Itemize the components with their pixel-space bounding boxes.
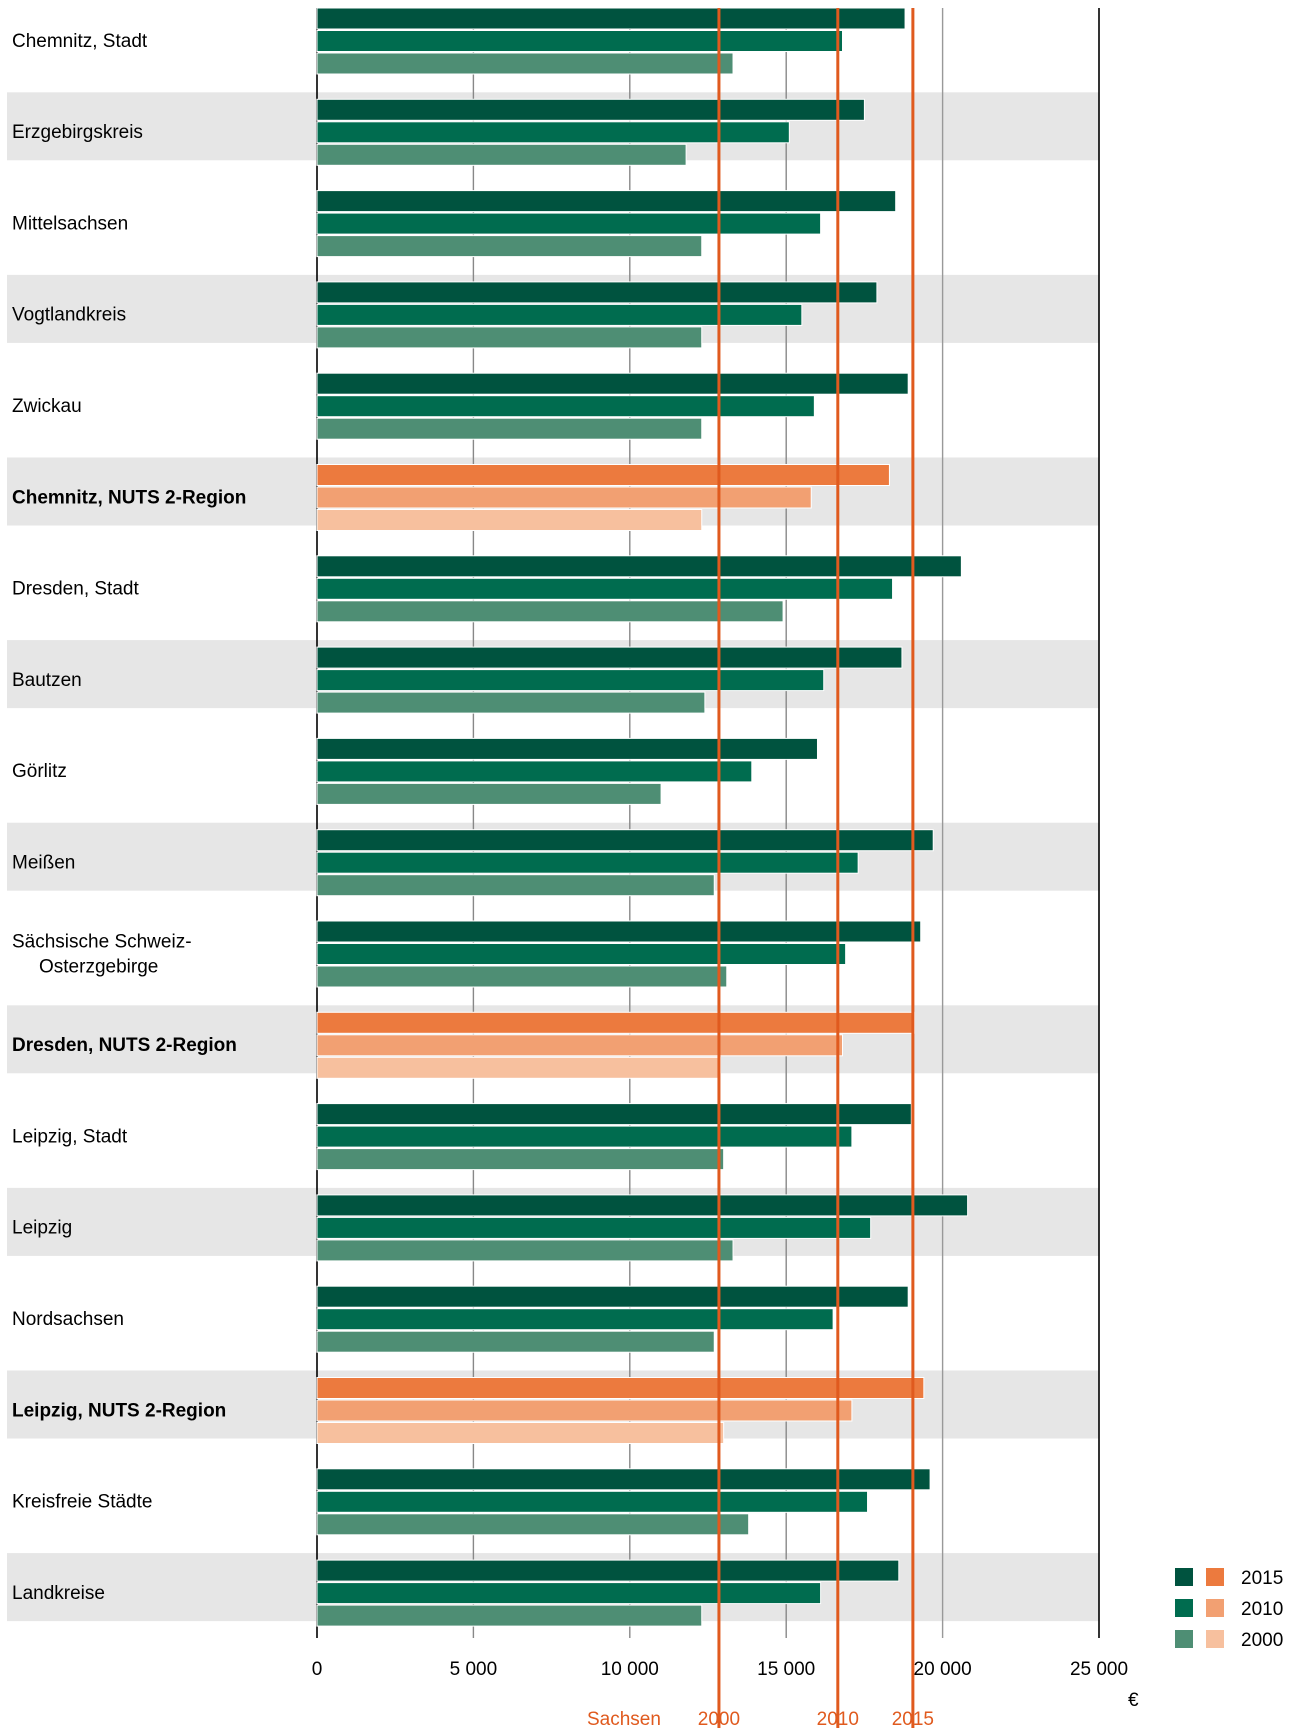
bars (316, 7, 969, 1627)
category-label: Leipzig (12, 1218, 72, 1239)
reference-label-2015: 2015 (892, 1709, 934, 1728)
legend-label: 2000 (1241, 1630, 1283, 1651)
reference-lines: 2000 2010 2015 (698, 8, 934, 1728)
bar-2000 (316, 874, 715, 897)
bar-2000 (316, 1604, 703, 1627)
bar-2010 (316, 851, 859, 874)
bar-2000 (316, 1422, 725, 1444)
category-label: Erzgebirgskreis (12, 122, 143, 143)
x-tick-label: 20 000 (914, 1659, 972, 1680)
bar-2015 (316, 372, 909, 395)
category-label: Kreisfreie Städte (12, 1492, 152, 1513)
bar-2000 (316, 326, 703, 349)
bar-2000 (316, 600, 784, 623)
bar-2015 (316, 98, 865, 121)
bar-2010 (316, 943, 847, 965)
x-axis-unit-label: € (1128, 1690, 1139, 1711)
category-label: Chemnitz, NUTS 2-Region (12, 487, 246, 508)
bar-2000 (316, 1148, 725, 1171)
category-label: Vogtlandkreis (12, 305, 126, 326)
bar-2015 (316, 281, 878, 304)
category-label: Zwickau (12, 396, 82, 417)
bar-2015 (316, 1285, 909, 1308)
bar-2000 (316, 143, 687, 166)
bar-2000 (316, 691, 706, 714)
bar-2015 (316, 464, 890, 486)
category-labels: Chemnitz, Stadt Erzgebirgskreis Mittelsach… (12, 31, 246, 1604)
bar-2015 (316, 920, 922, 943)
bar-2010 (316, 1399, 853, 1422)
bar-2010 (316, 1034, 844, 1057)
bar-2000 (316, 235, 703, 258)
bar-2015 (316, 737, 818, 760)
bar-2010 (316, 669, 825, 692)
bar-2015 (316, 1468, 931, 1491)
reference-label-2010: 2010 (817, 1709, 859, 1728)
gridlines (316, 8, 1100, 1638)
bar-2010 (316, 1125, 853, 1148)
category-label: Leipzig, NUTS 2-Region (12, 1400, 226, 1421)
bar-2000 (316, 509, 703, 531)
bar-2010 (316, 212, 822, 235)
reference-prefix-label: Sachsen (587, 1709, 661, 1728)
bar-2010 (316, 121, 790, 144)
legend-swatch-green (1175, 1630, 1193, 1648)
category-label: Dresden, NUTS 2-Region (12, 1035, 237, 1056)
bar-2015 (316, 190, 897, 213)
legend-swatch-orange (1206, 1568, 1224, 1586)
legend: 2015 2010 2000 (1175, 1568, 1283, 1651)
bar-2010 (316, 1490, 869, 1513)
bar-2000 (316, 1239, 734, 1262)
x-axis-tick-labels: 0 5 000 10 000 15 000 20 000 25 000 (312, 1659, 1128, 1680)
bar-2015 (316, 646, 903, 669)
bar-2015 (316, 1103, 912, 1126)
category-label: Görlitz (12, 761, 67, 782)
x-tick-label: 10 000 (601, 1659, 659, 1680)
legend-label: 2010 (1241, 1599, 1283, 1620)
bar-2015 (316, 1011, 915, 1034)
bar-2010 (316, 1308, 834, 1331)
x-tick-label: 15 000 (757, 1659, 815, 1680)
legend-swatch-orange (1206, 1599, 1224, 1617)
bar-2010 (316, 486, 812, 509)
category-label: Mittelsachsen (12, 213, 128, 234)
category-label: Meißen (12, 852, 75, 873)
bar-2000 (316, 52, 734, 75)
category-label: Nordsachsen (12, 1309, 124, 1330)
legend-swatch-green (1175, 1568, 1193, 1586)
category-label: Landkreise (12, 1583, 105, 1604)
bar-2015 (316, 1194, 969, 1217)
bar-2010 (316, 395, 815, 418)
bar-2010 (316, 760, 753, 783)
reference-label-2000: 2000 (698, 1709, 740, 1728)
bar-2015 (316, 555, 962, 578)
bar-2010 (316, 577, 894, 600)
bar-2000 (316, 1056, 722, 1079)
legend-swatch-green (1175, 1599, 1193, 1617)
bar-2000 (316, 1513, 750, 1536)
bar-2000 (316, 1330, 715, 1353)
bar-2015 (316, 829, 934, 852)
bar-2015 (316, 7, 906, 30)
legend-label: 2015 (1241, 1568, 1283, 1589)
x-tick-label: 25 000 (1070, 1659, 1128, 1680)
bar-2010 (316, 303, 803, 326)
category-label: Chemnitz, Stadt (12, 31, 148, 52)
category-label: Dresden, Stadt (12, 579, 139, 600)
bar-2000 (316, 965, 728, 988)
bar-2015 (316, 1377, 925, 1399)
category-label: Bautzen (12, 670, 82, 691)
x-tick-label: 0 (312, 1659, 323, 1680)
x-tick-label: 5 000 (450, 1659, 498, 1680)
category-label: Leipzig, Stadt (12, 1126, 128, 1147)
bar-2015 (316, 1559, 900, 1582)
bar-2010 (316, 1216, 872, 1239)
bar-2010 (316, 30, 844, 52)
bar-2000 (316, 417, 703, 440)
legend-swatch-orange (1206, 1630, 1224, 1648)
bar-2000 (316, 782, 662, 805)
bar-2010 (316, 1582, 822, 1605)
category-label: Sächsische Schweiz-Osterzgebirge (12, 931, 192, 977)
